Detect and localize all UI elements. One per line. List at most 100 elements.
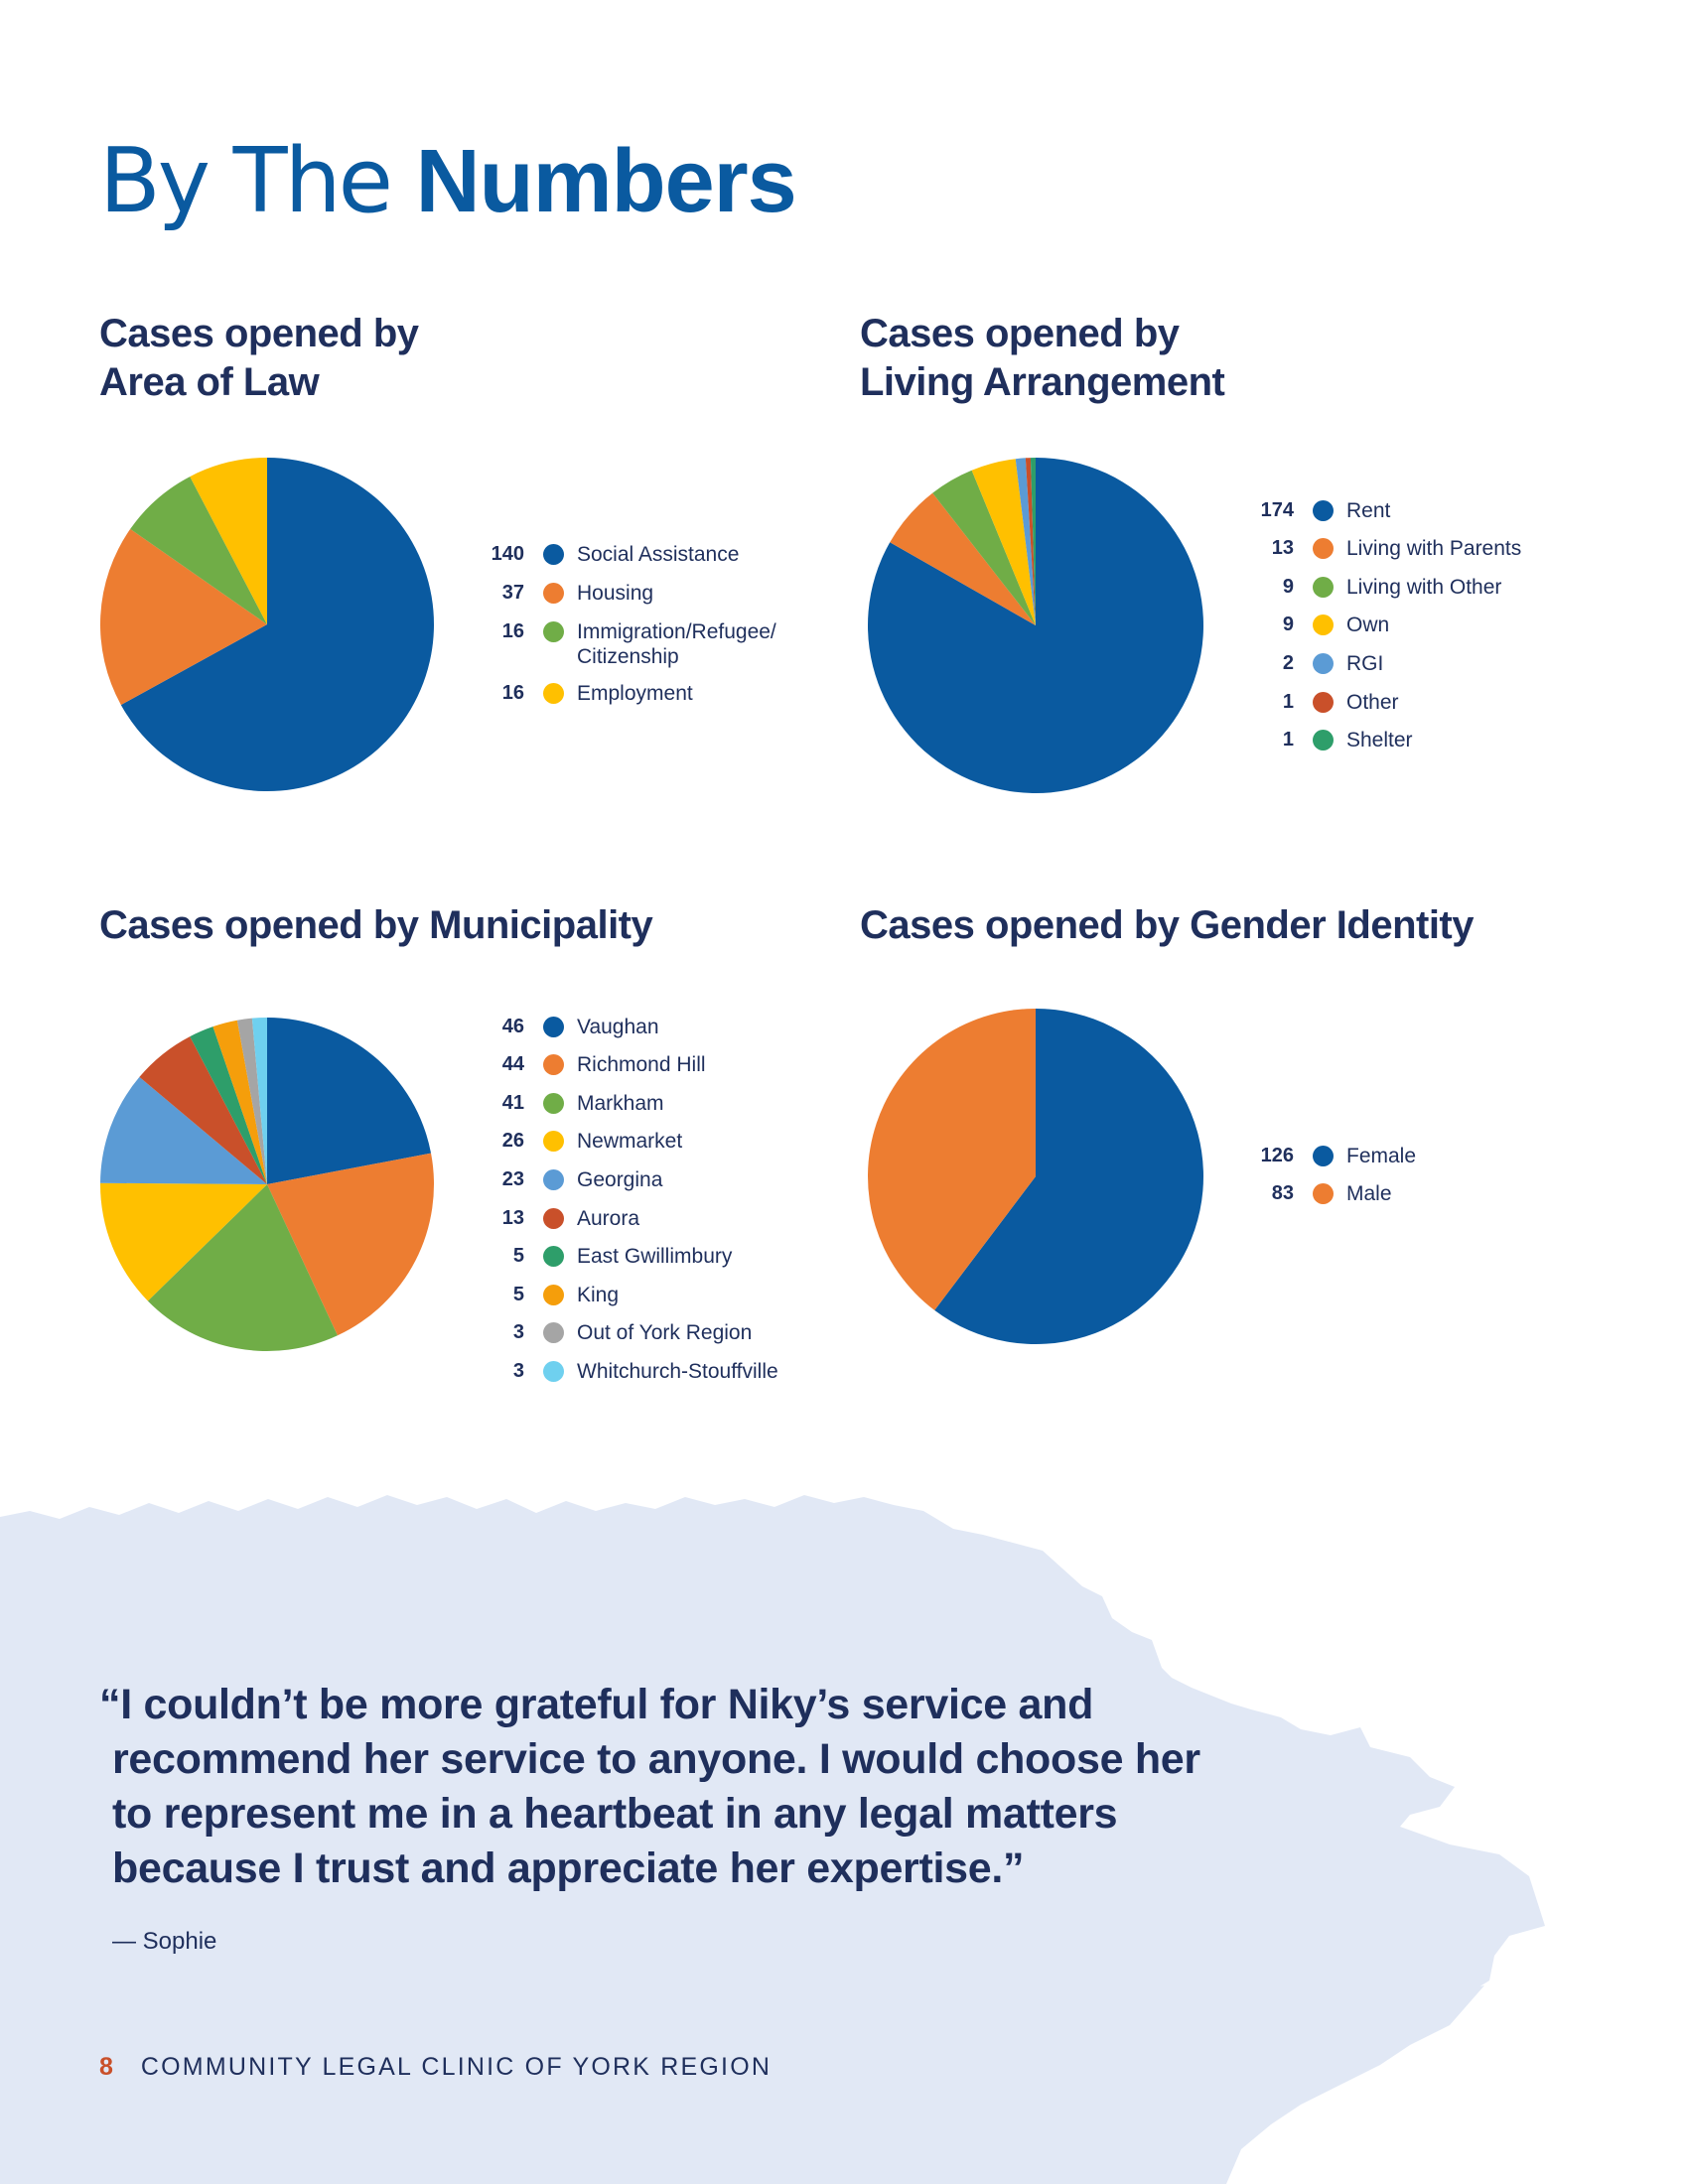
pie-slice-living-with-parents <box>890 492 1036 625</box>
legend-item: 140 Social Assistance <box>465 539 740 569</box>
legend-value: 41 <box>501 1091 524 1114</box>
pie-slice-male <box>868 1009 1036 1310</box>
quote-line: because I trust and appreciate her exper… <box>112 1844 1025 1892</box>
legend-value: 1 <box>1282 690 1294 713</box>
pie-slice-living-with-other <box>932 470 1036 625</box>
legend-swatch-icon <box>1313 652 1334 674</box>
legend-value: 9 <box>1282 575 1294 598</box>
legend-item: 9 Living with Other <box>1234 572 1502 602</box>
pie-slice-social-assistance <box>120 458 435 792</box>
legend-item: 46 Vaughan <box>465 1012 659 1041</box>
quote-line: recommend her service to anyone. I would… <box>112 1735 1200 1783</box>
legend-value: 3 <box>512 1321 524 1344</box>
legend-swatch-icon <box>543 1016 564 1037</box>
legend-label: Own <box>1346 614 1390 637</box>
pie-slice-other <box>1025 458 1036 625</box>
pie-slice-rgi <box>1015 458 1036 625</box>
legend-value: 126 <box>1260 1144 1294 1166</box>
pie-chart-living-arrangement <box>867 458 1203 793</box>
legend-swatch-icon <box>543 1322 564 1344</box>
legend-value: 140 <box>491 542 524 565</box>
legend-swatch-icon <box>543 582 564 604</box>
pie-slice-markham <box>147 1184 338 1351</box>
quote-line: to represent me in a heartbeat in any le… <box>112 1790 1118 1838</box>
legend-value: 13 <box>501 1206 524 1229</box>
legend-value: 3 <box>512 1359 524 1382</box>
legend-label: Female <box>1346 1144 1417 1167</box>
legend-value: 83 <box>1271 1182 1294 1205</box>
legend-swatch-icon <box>543 1360 564 1382</box>
legend-label-line-2: Citizenship <box>577 644 679 668</box>
legend-swatch-icon <box>543 1246 564 1268</box>
chart-title-line-2: Area of Law <box>99 360 320 404</box>
page-title: By The Numbers <box>99 137 797 227</box>
legend-label: Whitchurch-Stouffville <box>577 1359 778 1383</box>
legend-label: Markham <box>577 1091 664 1115</box>
page-number: 8 <box>99 2053 113 2081</box>
page-title-bold: Numbers <box>415 132 797 231</box>
pie-slice-newmarket <box>100 1182 267 1301</box>
testimonial-attribution: — Sophie <box>112 1928 217 1955</box>
legend-value: 16 <box>501 681 524 704</box>
pie-slice-richmond-hill <box>267 1153 434 1336</box>
quote-line: “I couldn’t be more grateful for Niky’s … <box>99 1681 1094 1728</box>
legend-value: 1 <box>1282 729 1294 751</box>
brush-shape <box>0 1495 1545 2184</box>
legend-label: Housing <box>577 581 654 605</box>
legend-value: 46 <box>501 1015 524 1037</box>
legend-value: 5 <box>512 1245 524 1268</box>
pie-slice-out-of-york-region <box>236 1018 267 1184</box>
pie-slice-immigration-refugee <box>130 477 267 624</box>
legend-item: 1 Shelter <box>1234 726 1413 755</box>
legend-swatch-icon <box>1313 1183 1334 1205</box>
pie-slice-georgina <box>100 1076 267 1184</box>
legend-label: RGI <box>1346 651 1384 675</box>
pie-chart-gender-identity <box>868 1009 1204 1344</box>
pie-chart-municipality <box>100 1018 434 1351</box>
legend-value: 37 <box>501 581 524 604</box>
chart-title-line-2: Living Arrangement <box>860 360 1225 404</box>
legend-item: 83 Male <box>1234 1179 1392 1209</box>
legend-swatch-icon <box>1313 538 1334 560</box>
pie-chart-area-of-law <box>100 458 435 792</box>
legend-item: 1 Other <box>1234 687 1399 717</box>
legend-item: 5 King <box>465 1280 619 1309</box>
legend-label: Out of York Region <box>577 1321 753 1345</box>
page-footer: 8 COMMUNITY LEGAL CLINIC OF YORK REGION <box>99 2053 772 2082</box>
legend-label: Rent <box>1346 498 1391 522</box>
legend-item: 23 Georgina <box>465 1164 663 1194</box>
pie-slice-east-gwillimbury <box>190 1026 267 1184</box>
chart-gender-identity-title: Cases opened by Gender Identity <box>860 901 1475 950</box>
legend-swatch-icon <box>543 543 564 565</box>
legend-item: 44 Richmond Hill <box>465 1050 706 1080</box>
chart-title-line-1: Cases opened by Gender Identity <box>860 903 1475 947</box>
legend-value: 23 <box>501 1167 524 1190</box>
legend-label: Male <box>1346 1182 1392 1206</box>
legend-swatch-icon <box>1313 691 1334 713</box>
legend-spacer <box>543 646 564 667</box>
legend-item: 126 Female <box>1234 1141 1416 1170</box>
legend-label: Living with Other <box>1346 575 1502 599</box>
legend-item: 37 Housing <box>465 578 653 608</box>
pie-slice-female <box>934 1009 1204 1344</box>
legend-item: 41 Markham <box>465 1088 664 1118</box>
legend-value: 174 <box>1260 498 1294 521</box>
legend-label: Immigration/Refugee/ <box>577 619 776 643</box>
legend-swatch-icon <box>543 1092 564 1114</box>
chart-living-arrangement-title: Cases opened by Living Arrangement <box>860 310 1225 407</box>
pie-slice-whitchurch-stouffville <box>251 1018 267 1184</box>
legend-value: 2 <box>1282 651 1294 674</box>
legend-label: Other <box>1346 690 1399 714</box>
pie-slice-vaughan <box>267 1018 432 1184</box>
legend-swatch-icon <box>1313 614 1334 636</box>
legend-label: Newmarket <box>577 1130 683 1154</box>
legend-swatch-icon <box>1313 730 1334 751</box>
chart-area-of-law-title: Cases opened by Area of Law <box>99 310 419 407</box>
chart-municipality-title: Cases opened by Municipality <box>99 901 653 950</box>
pie-slice-shelter <box>1030 458 1036 625</box>
legend-value: 13 <box>1271 537 1294 560</box>
testimonial-quote: “I couldn’t be more grateful for Niky’s … <box>99 1678 1200 1896</box>
legend-label: Social Assistance <box>577 542 740 566</box>
legend-swatch-icon <box>1313 1145 1334 1166</box>
legend-item: 16 Employment <box>465 678 693 708</box>
